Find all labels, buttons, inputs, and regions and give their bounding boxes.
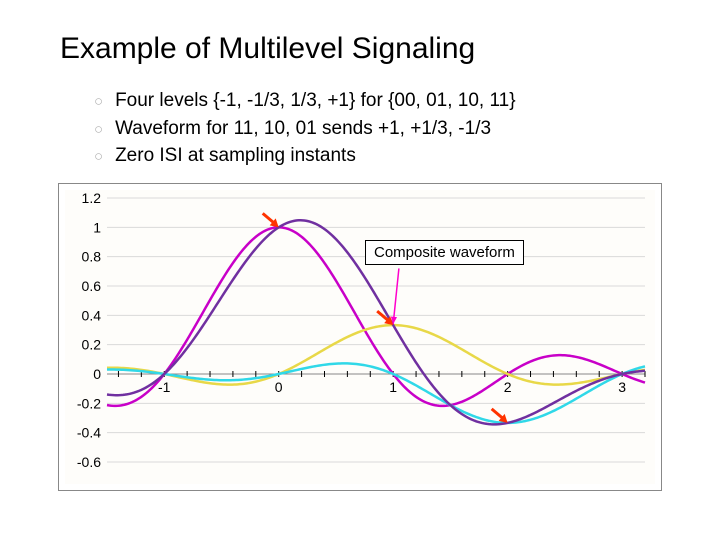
svg-text:0.6: 0.6 xyxy=(82,278,102,294)
svg-text:0: 0 xyxy=(275,379,283,395)
bullet-marker-icon: ○ xyxy=(94,91,103,112)
bullet-item: ○ Four levels {-1, -1/3, 1/3, +1} for {0… xyxy=(94,88,672,114)
svg-text:-0.4: -0.4 xyxy=(77,425,101,441)
svg-text:0.2: 0.2 xyxy=(82,337,102,353)
legend-composite: Composite waveform xyxy=(365,240,524,265)
bullet-text: Zero ISI at sampling instants xyxy=(115,143,356,169)
chart-svg: -0.6 -0.4 -0.2 0 0.2 0.4 0.6 0.8 1 1.2 -1 0 1 2 3 xyxy=(65,190,655,484)
chart-container: -0.6 -0.4 -0.2 0 0.2 0.4 0.6 0.8 1 1.2 -1 0 1 2 3 Comp… xyxy=(58,183,662,491)
bullet-item: ○ Waveform for 11, 10, 01 sends +1, +1/3… xyxy=(94,116,672,142)
svg-text:-1: -1 xyxy=(158,379,171,395)
bullet-text: Four levels {-1, -1/3, 1/3, +1} for {00,… xyxy=(115,88,516,114)
svg-text:1: 1 xyxy=(389,379,397,395)
svg-text:0.8: 0.8 xyxy=(82,249,102,265)
svg-text:1.2: 1.2 xyxy=(82,190,102,206)
svg-text:0: 0 xyxy=(93,366,101,382)
svg-text:0.4: 0.4 xyxy=(82,307,102,323)
svg-text:2: 2 xyxy=(504,379,512,395)
svg-text:1: 1 xyxy=(93,219,101,235)
bullet-list: ○ Four levels {-1, -1/3, 1/3, +1} for {0… xyxy=(94,88,672,169)
svg-text:-0.6: -0.6 xyxy=(77,454,101,470)
svg-text:3: 3 xyxy=(618,379,626,395)
bullet-text: Waveform for 11, 10, 01 sends +1, +1/3, … xyxy=(115,116,491,142)
bullet-item: ○ Zero ISI at sampling instants xyxy=(94,143,672,169)
slide-title: Example of Multilevel Signaling xyxy=(60,32,672,66)
svg-text:-0.2: -0.2 xyxy=(77,395,101,411)
bullet-marker-icon: ○ xyxy=(94,146,103,167)
chart-plot-area: -0.6 -0.4 -0.2 0 0.2 0.4 0.6 0.8 1 1.2 -1 0 1 2 3 Comp… xyxy=(65,190,655,484)
bullet-marker-icon: ○ xyxy=(94,119,103,140)
